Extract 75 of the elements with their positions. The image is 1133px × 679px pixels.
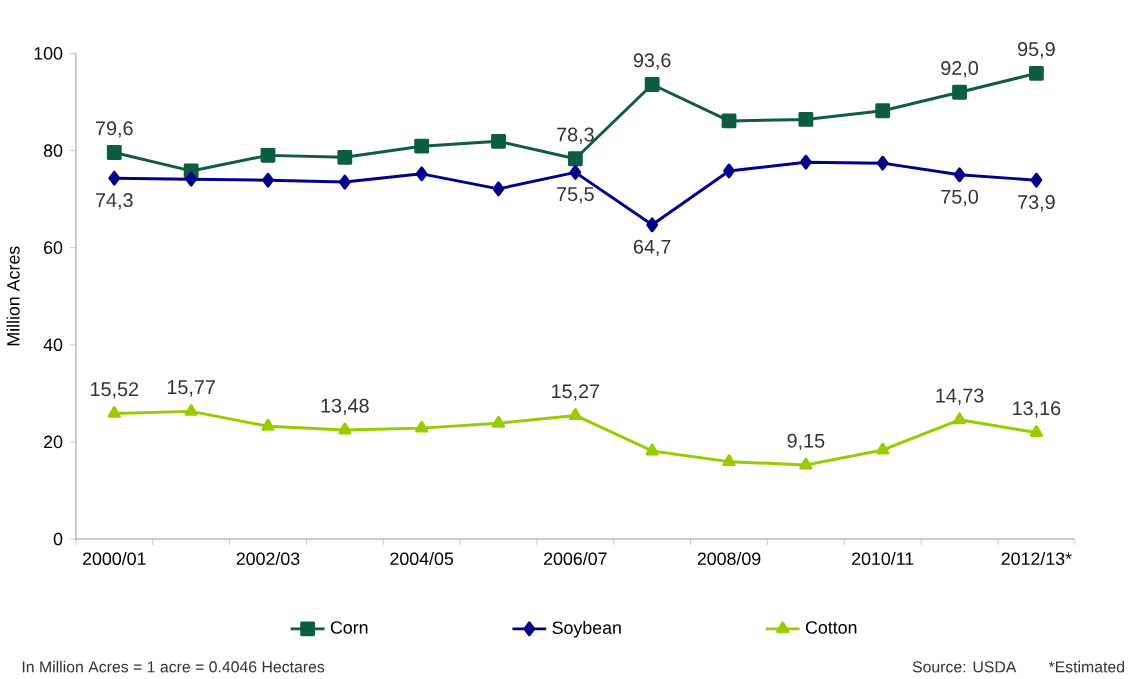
data-label: 9,15 xyxy=(787,433,825,450)
y-tick-label: 60 xyxy=(44,241,63,254)
legend-label: Cotton xyxy=(805,620,857,634)
point xyxy=(415,166,428,182)
point xyxy=(1029,424,1044,437)
y-tick-label: 40 xyxy=(43,338,63,351)
x-tick-label: 2010/11 xyxy=(852,551,914,565)
data-label: 64,7 xyxy=(633,239,671,256)
data-label: 15,27 xyxy=(552,383,600,401)
y-axis-title: Million Acres xyxy=(6,246,20,345)
point xyxy=(721,113,737,129)
point xyxy=(338,174,351,190)
point xyxy=(491,133,506,149)
point xyxy=(875,103,891,118)
data-label: 13,16 xyxy=(1013,401,1061,418)
point xyxy=(723,163,735,179)
point xyxy=(798,111,814,127)
point xyxy=(492,181,505,197)
point xyxy=(414,138,430,154)
data-label: 13,48 xyxy=(321,398,369,415)
point xyxy=(185,171,198,187)
data-label: 15,52 xyxy=(91,381,139,399)
point xyxy=(646,217,659,233)
data-label: 73,9 xyxy=(1018,194,1055,212)
point xyxy=(491,415,506,428)
point xyxy=(799,154,812,170)
point xyxy=(260,147,276,163)
point xyxy=(106,144,122,160)
text: In Million Acres = 1 acre = 0.4046 Hectares xyxy=(22,660,325,673)
data-label: 92,0 xyxy=(941,60,979,78)
point xyxy=(567,151,583,166)
y-tick-label: 100 xyxy=(34,46,63,60)
point xyxy=(952,84,967,100)
point xyxy=(569,164,582,180)
x-tick-label: 2012/13* xyxy=(1001,551,1072,565)
data-label: 78,3 xyxy=(557,127,594,144)
data-label: 79,6 xyxy=(96,121,133,138)
data-label: 75,0 xyxy=(941,189,979,206)
source-note: Source: USDA xyxy=(912,661,1017,673)
x-tick-label: 2000/01 xyxy=(83,551,146,565)
y-tick-label: 0 xyxy=(53,532,63,546)
point xyxy=(953,167,966,182)
point xyxy=(108,170,121,186)
data-label: 95,9 xyxy=(1018,41,1055,59)
point xyxy=(262,172,274,188)
data-label: 74,3 xyxy=(96,192,133,210)
point xyxy=(876,155,889,171)
y-tick-label: 80 xyxy=(43,143,63,157)
legend-label: Soybean xyxy=(552,620,621,638)
data-label: 75,5 xyxy=(557,187,594,204)
y-tick-label: 20 xyxy=(44,435,63,448)
data-label: 14,73 xyxy=(936,388,984,405)
data-label: 93,6 xyxy=(633,53,671,70)
point xyxy=(1028,65,1044,81)
point xyxy=(568,407,582,420)
point xyxy=(876,442,890,455)
point xyxy=(415,420,429,433)
data-label: 15,77 xyxy=(167,380,215,397)
point xyxy=(1030,172,1043,188)
point xyxy=(338,422,352,435)
point xyxy=(722,454,736,466)
point xyxy=(952,412,967,425)
point xyxy=(261,418,275,431)
point xyxy=(799,457,813,470)
legend-label: Corn xyxy=(330,620,368,634)
point xyxy=(644,76,660,92)
x-tick-label: 2004/05 xyxy=(390,551,454,565)
point xyxy=(645,443,659,456)
text: *Estimated xyxy=(1048,660,1125,673)
x-tick-label: 2006/07 xyxy=(544,551,607,565)
point xyxy=(107,405,121,418)
point xyxy=(184,403,198,416)
x-tick-label: 2002/03 xyxy=(236,551,300,565)
x-tick-label: 2008/09 xyxy=(697,551,761,565)
point xyxy=(337,149,353,165)
